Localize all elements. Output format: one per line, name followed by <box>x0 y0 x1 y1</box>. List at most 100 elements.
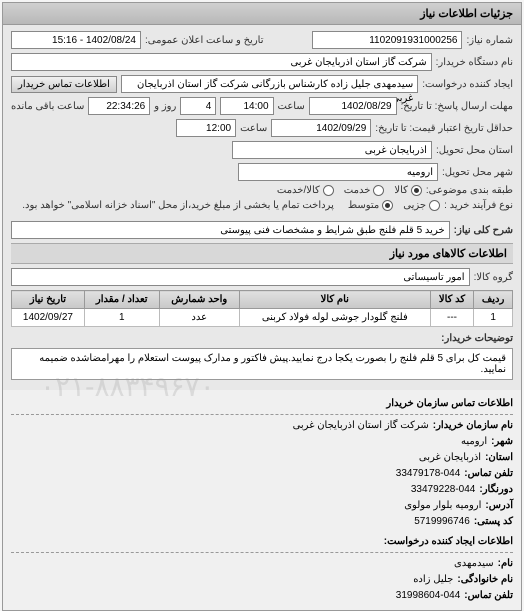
goods-group-field: امور تاسیساتی <box>11 268 470 286</box>
row-goods-group: گروه کالا: امور تاسیساتی <box>11 268 513 286</box>
contact-info-button[interactable]: اطلاعات تماس خریدار <box>11 76 117 93</box>
radio-jozi-label: جزیی <box>403 200 426 211</box>
row-request-number: شماره نیاز: 1102091931000256 تاریخ و ساع… <box>11 31 513 49</box>
validity-date-field: 1402/09/29 <box>271 119 371 137</box>
buyer-notes-box: قیمت کل برای 5 قلم فلنج را بصورت یکجا در… <box>11 348 513 380</box>
row-org-name: نام دستگاه خریدار: شرکت گاز استان اذربای… <box>11 53 513 71</box>
requester-field: سیدمهدی جلیل زاده کارشناس بازرگانی شرکت … <box>121 75 418 93</box>
remaining-label: ساعت باقی مانده <box>11 101 84 112</box>
radio-jozi[interactable]: جزیی <box>403 200 440 211</box>
radio-jozi-icon <box>429 200 440 211</box>
process-radio-group: جزیی متوسط <box>348 200 440 211</box>
province-field: اذربایجان غربی <box>232 141 432 159</box>
row-buyer-notes: توضیحات خریدار: <box>11 333 513 344</box>
td-qty: 1 <box>84 309 159 327</box>
description-field: خرید 5 قلم فلنج طبق شرایط و مشخصات فنی پ… <box>11 221 450 239</box>
radio-kala-icon <box>411 185 422 196</box>
contact-name-label: نام: <box>498 556 513 572</box>
requester-section-title: اطلاعات ایجاد کننده درخواست: <box>11 534 513 553</box>
contact-postal: کد پستی: 5719996746 <box>11 514 513 530</box>
contact-org: نام سازمان خریدار: شرکت گاز استان اذربای… <box>11 418 513 434</box>
announce-date-label: تاریخ و ساعت اعلان عمومی: <box>145 35 264 46</box>
goods-table: ردیف کد کالا نام کالا واحد شمارش تعداد /… <box>11 290 513 327</box>
row-subject-type: طبقه بندی موضوعی: کالا خدمت کالا/خدمت <box>11 185 513 196</box>
contact-fax-value: 33479228-044 <box>411 482 476 498</box>
contact-address-value: ارومیه بلوار مولوی <box>404 498 481 514</box>
radio-both[interactable]: کالا/خدمت <box>277 185 334 196</box>
th-name: نام کالا <box>239 291 430 309</box>
td-unit: عدد <box>159 309 239 327</box>
radio-khadamat-icon <box>373 185 384 196</box>
validity-label: حداقل تاریخ اعتبار قیمت: تا تاریخ: <box>375 123 513 134</box>
contact-lastname: نام خانوادگی: جلیل زاده <box>11 572 513 588</box>
table-header-row: ردیف کد کالا نام کالا واحد شمارش تعداد /… <box>12 291 513 309</box>
deadline-time-field: 14:00 <box>220 97 273 115</box>
contact-req-phone-value: 31998604-044 <box>396 588 461 604</box>
contact-fax-label: دورنگار: <box>479 482 513 498</box>
deadline-time-label: ساعت <box>278 101 305 112</box>
goods-section-header: اطلاعات کالاهای مورد نیاز <box>11 243 513 264</box>
org-name-label: نام دستگاه خریدار: <box>436 57 513 68</box>
request-number-field: 1102091931000256 <box>312 31 462 49</box>
td-code: --- <box>430 309 474 327</box>
radio-motavaset[interactable]: متوسط <box>348 200 393 211</box>
td-date: 1402/09/27 <box>12 309 85 327</box>
radio-motavaset-label: متوسط <box>348 200 379 211</box>
contact-org-label: نام سازمان خریدار: <box>433 418 513 434</box>
radio-khadamat[interactable]: خدمت <box>344 185 385 196</box>
requester-label: ایجاد کننده درخواست: <box>422 79 513 90</box>
contact-city-label: شهر: <box>491 434 513 450</box>
description-label: شرح کلی نیاز: <box>454 225 513 236</box>
th-unit: واحد شمارش <box>159 291 239 309</box>
remaining-days-field: 4 <box>180 97 216 115</box>
contact-address-label: آدرس: <box>485 498 513 514</box>
contact-phone-label: تلفن تماس: <box>464 466 513 482</box>
radio-both-label: کالا/خدمت <box>277 185 320 196</box>
row-requester: ایجاد کننده درخواست: سیدمهدی جلیل زاده ک… <box>11 75 513 93</box>
radio-both-icon <box>323 185 334 196</box>
subject-radio-group: کالا خدمت کالا/خدمت <box>277 185 422 196</box>
remaining-time-field: 22:34:26 <box>88 97 150 115</box>
request-number-label: شماره نیاز: <box>466 35 513 46</box>
panel-title: جزئیات اطلاعات نیاز <box>3 3 521 25</box>
remaining-days-label: روز و <box>154 101 176 112</box>
row-description: شرح کلی نیاز: خرید 5 قلم فلنج طبق شرایط … <box>11 221 513 239</box>
radio-kala[interactable]: کالا <box>394 185 422 196</box>
contact-req-phone-label: تلفن تماس: <box>464 588 513 604</box>
deadline-date-field: 1402/08/29 <box>309 97 397 115</box>
td-row: 1 <box>474 309 513 327</box>
row-city: شهر محل تحویل: ارومیه <box>11 163 513 181</box>
contact-lastname-value: جلیل زاده <box>413 572 453 588</box>
contact-city-value: ارومیه <box>461 434 487 450</box>
contact-phone: تلفن تماس: 33479178-044 <box>11 466 513 482</box>
contact-section: اطلاعات تماس سازمان خریدار نام سازمان خر… <box>3 390 521 610</box>
td-name: فلنج گلودار جوشی لوله فولاد کربنی <box>239 309 430 327</box>
announce-date-field: 1402/08/24 - 15:16 <box>11 31 141 49</box>
contact-postal-value: 5719996746 <box>414 514 470 530</box>
contact-name: نام: سیدمهدی <box>11 556 513 572</box>
row-province: استان محل تحویل: اذربایجان غربی <box>11 141 513 159</box>
contact-lastname-label: نام خانوادگی: <box>457 572 513 588</box>
contact-postal-label: کد پستی: <box>474 514 513 530</box>
contact-province: استان: اذربایجان غربی <box>11 450 513 466</box>
contact-city: شهر: ارومیه <box>11 434 513 450</box>
row-validity: حداقل تاریخ اعتبار قیمت: تا تاریخ: 1402/… <box>11 119 513 137</box>
contact-province-value: اذربایجان غربی <box>419 450 481 466</box>
contact-req-phone: تلفن تماس: 31998604-044 <box>11 588 513 604</box>
th-date: تاریخ نیاز <box>12 291 85 309</box>
contact-phone-value: 33479178-044 <box>396 466 461 482</box>
buyer-notes-label: توضیحات خریدار: <box>441 333 513 344</box>
contact-address: آدرس: ارومیه بلوار مولوی <box>11 498 513 514</box>
province-label: استان محل تحویل: <box>436 145 513 156</box>
th-qty: تعداد / مقدار <box>84 291 159 309</box>
subject-type-label: طبقه بندی موضوعی: <box>426 185 513 196</box>
contact-fax: دورنگار: 33479228-044 <box>11 482 513 498</box>
panel-body: شماره نیاز: 1102091931000256 تاریخ و ساع… <box>3 25 521 390</box>
city-field: ارومیه <box>238 163 438 181</box>
process-note: پرداخت تمام یا بخشی از مبلغ خرید،از محل … <box>22 200 334 211</box>
validity-time-field: 12:00 <box>176 119 236 137</box>
th-row: ردیف <box>474 291 513 309</box>
process-type-label: نوع فرآیند خرید : <box>444 200 513 211</box>
radio-kala-label: کالا <box>394 185 408 196</box>
radio-khadamat-label: خدمت <box>344 185 371 196</box>
